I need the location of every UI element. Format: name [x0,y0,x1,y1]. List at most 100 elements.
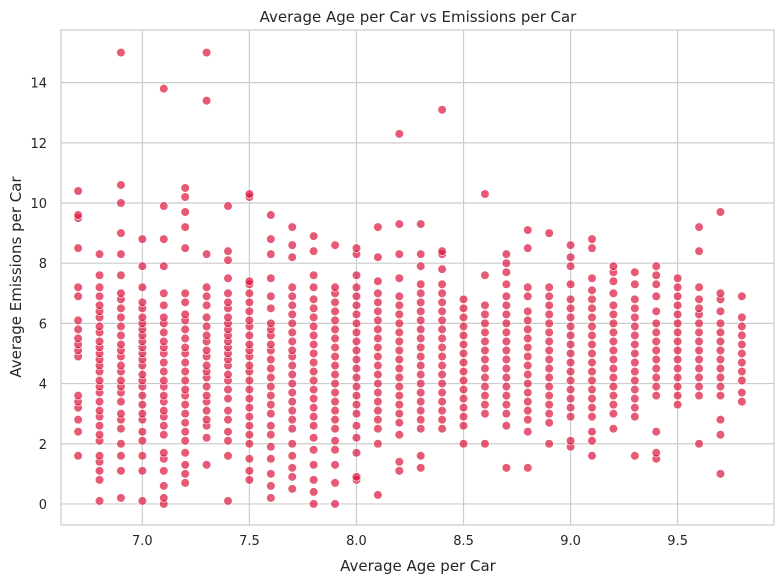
data-point [394,249,404,259]
data-point [244,306,255,316]
data-point [287,415,297,425]
data-point [416,397,426,407]
data-point [116,288,126,298]
data-point [501,391,511,401]
data-point [544,291,554,301]
data-point [523,282,533,292]
data-point [630,294,640,304]
data-point [694,303,704,313]
data-point [480,345,490,356]
data-point [244,475,255,485]
data-point [416,333,426,344]
data-point [244,375,255,386]
data-point [523,342,533,353]
data-point [73,427,83,437]
data-point [287,463,297,473]
data-point [223,436,233,446]
data-point [544,363,554,374]
data-point [351,381,362,392]
data-point [309,460,319,470]
data-point [223,496,233,506]
data-point [330,424,340,434]
data-point [116,228,126,238]
data-point [630,403,640,413]
data-point [330,342,340,353]
data-point [394,345,404,356]
data-point [458,384,469,395]
data-point [651,427,661,437]
data-point [180,192,190,202]
data-point [223,312,233,322]
data-point [266,291,276,301]
data-point [137,496,147,506]
data-point [715,391,726,401]
data-point [287,397,297,407]
data-point [523,360,533,371]
data-point [330,240,340,250]
data-point [630,279,640,289]
data-point [159,375,169,386]
data-point [116,397,126,407]
data-point [201,415,212,425]
data-point [94,475,105,485]
data-point [651,279,661,289]
data-point [266,381,276,392]
data-point [394,129,404,139]
data-point [737,312,747,322]
data-point [630,348,640,359]
data-point [180,183,190,193]
data-point [159,201,169,211]
data-point [116,439,126,449]
data-point [116,198,126,208]
data-point [651,391,661,401]
data-point [266,363,276,374]
data-point [266,372,276,383]
data-point [287,291,297,301]
data-point [223,369,233,380]
data-point [159,430,169,440]
data-point [651,327,661,338]
data-point [523,463,533,473]
data-point [523,427,533,437]
data-point [608,261,619,271]
data-point [330,415,340,425]
data-point [373,288,383,298]
data-point [223,427,233,437]
data-point [608,345,619,356]
data-point [330,315,340,325]
data-point [587,321,597,331]
data-point [715,469,726,479]
data-point [630,321,640,331]
data-point [501,363,511,374]
data-point [309,303,319,313]
data-point [608,381,619,392]
data-point [458,321,469,331]
data-point [116,424,126,434]
data-point [673,381,683,392]
data-point [437,315,447,325]
data-point [587,312,597,322]
data-point [523,225,533,235]
data-point [544,282,554,292]
data-point [351,300,362,310]
data-point [73,210,83,220]
data-point [394,318,404,328]
data-point [715,318,726,328]
data-point [715,372,726,383]
data-point [694,391,704,401]
data-point [287,360,297,371]
data-point [309,487,319,497]
data-point [266,234,276,244]
data-point [330,397,340,407]
data-point [565,339,576,350]
data-point [737,357,747,368]
data-point [673,300,683,310]
data-point [673,345,683,356]
data-point [137,466,147,476]
y-tick-label: 6 [39,317,47,332]
y-tick-label: 12 [30,137,47,152]
data-point [159,327,169,338]
data-point [437,369,447,380]
y-tick-label: 14 [30,77,47,92]
data-point [351,243,362,253]
